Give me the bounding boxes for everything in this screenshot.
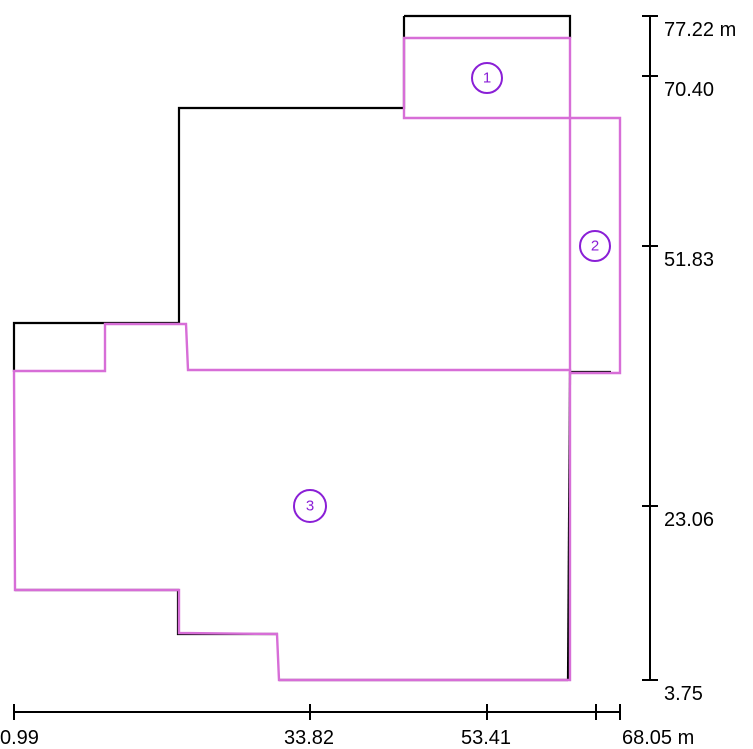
- x-tick-label: 0.99: [0, 727, 39, 749]
- x-tick-label: 68.05 m: [622, 727, 694, 749]
- zone-3-label: 3: [293, 489, 327, 523]
- y-tick-label: 51.83: [664, 249, 714, 271]
- zone-2-boundary: [568, 116, 622, 375]
- zone-3-label-text: 3: [306, 498, 314, 515]
- building-outline-segment: [15, 588, 278, 636]
- y-tick-label: 3.75: [664, 683, 703, 705]
- x-tick-label: 53.41: [461, 727, 511, 749]
- zone-1-label: 1: [471, 62, 503, 94]
- y-axis: 77.22 m 70.40 51.83 23.06 3.75: [642, 15, 736, 705]
- y-tick-label: 23.06: [664, 509, 714, 531]
- zone-2-label: 2: [579, 230, 611, 262]
- zone-3-boundary: [12, 322, 572, 682]
- x-axis: 0.99 33.82 53.41 68.05 m: [0, 704, 694, 749]
- zone-2-label-text: 2: [591, 238, 599, 255]
- x-tick-label: 33.82: [284, 727, 334, 749]
- y-tick-label: 70.40: [664, 79, 714, 101]
- zone-1-label-text: 1: [483, 70, 491, 87]
- y-tick-label: 77.22 m: [664, 19, 736, 41]
